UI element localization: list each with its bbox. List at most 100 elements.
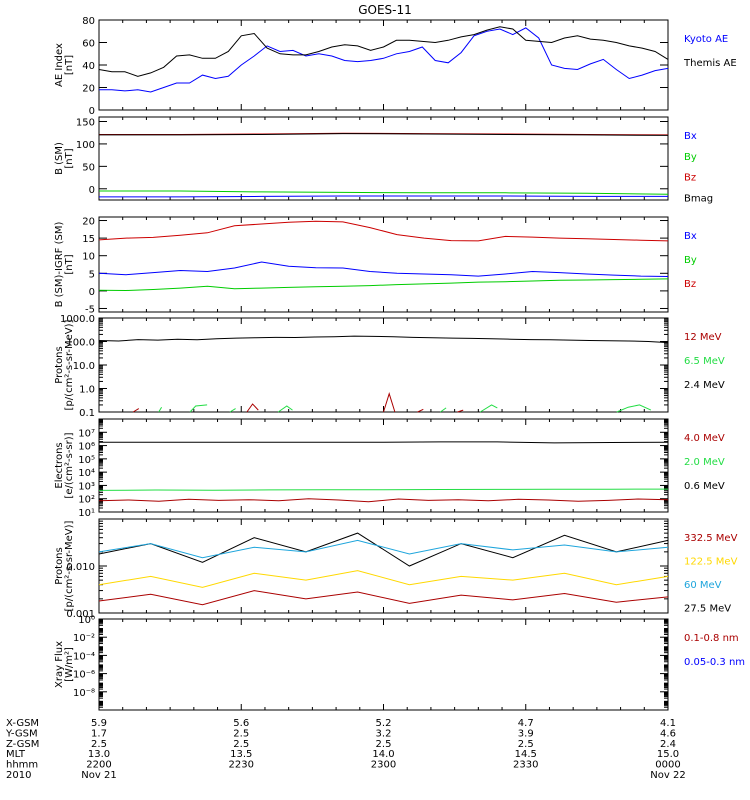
y-tick-label: 10⁻⁴ [73,651,95,662]
series-12-mev [417,408,424,413]
row-label-x-gsm: X-GSM [6,718,39,729]
y-tick-label: 0.1 [79,408,95,419]
x-axis-value: 2.5 [233,739,249,750]
y-axis-label: Electrons [54,442,65,488]
y-tick-label: 50 [82,162,95,173]
x-axis-value: 3.2 [376,728,392,739]
y-tick-label: 10.0 [73,361,95,372]
y-tick-label: 0.001 [66,609,95,620]
y-tick-label: 10¹ [78,508,95,519]
legend-27-5-mev: 27.5 MeV [684,604,731,615]
panel-xray: 10⁻⁸ 10⁻⁶ 10⁻⁴ 10⁻² 10⁰ Xray Flux [W/m²] 0.1-0.… [54,615,745,711]
panel-b-minus-igrf: -5 0 5 10 15 20 B (SM)-IGRF (SM) [nT] Bx By Bz [54,216,697,315]
row-label-2010: 2010 [6,770,31,781]
x-axis-value: 2.5 [376,739,392,750]
y-axis-label: [nT] [64,55,75,75]
x-axis-value: 2.5 [518,739,534,750]
x-axis-value: Nov 22 [650,770,685,781]
legend-0-1-0-8-nm: 0.1-0.8 nm [684,633,739,644]
y-tick-label: 0 [89,287,95,298]
panel-b-field: 0 50 100 150 B (SM) [nT] Bx By Bz Bmag [54,116,713,204]
y-tick-label: 10⁴ [78,468,95,479]
y-tick-label: 10⁻⁶ [73,670,95,681]
series-332-5-mev [98,590,669,606]
x-axis-value: 13.5 [230,749,252,760]
series-6-5-mev [616,404,652,413]
legend-2-4-mev: 2.4 MeV [684,380,725,391]
series-4-0-mev [98,498,669,503]
y-tick-label: 40 [82,61,95,72]
series-12-mev [457,409,464,413]
series-bmag [99,133,669,136]
legend-bx: Bx [684,231,697,242]
x-axis-value: 2.5 [91,739,107,750]
series-bx [99,195,668,198]
series-by [98,278,669,292]
x-axis-value: 13.0 [88,749,110,760]
y-tick-label: 10⁵ [78,455,95,466]
panel-frame [98,518,669,614]
x-axis-value: 5.2 [376,718,392,729]
series-122-5-mev [98,570,669,588]
y-tick-label: 1000.0 [60,314,95,325]
x-axis-value: 0000 [655,760,680,771]
y-axis-label: Protons [54,346,65,383]
x-axis-value: 14.5 [515,749,537,760]
legend-0-6-mev: 0.6 MeV [684,481,725,492]
y-axis-label: [e/(cm²-s-sr)] [64,432,75,498]
y-axis-label: [nT] [64,254,75,274]
y-tick-label: 100 [76,140,95,151]
panel-protons-low: 0.1 1.0 10.0 100.0 1000.0 Protons [p/(cm²-s-sr… [54,314,725,419]
x-axis-value: 2230 [229,760,254,771]
legend-2-0-mev: 2.0 MeV [684,457,725,468]
y-tick-label: 0.010 [66,562,95,573]
series-6-5-mev [158,406,163,413]
y-tick-label: 1.0 [79,385,95,396]
legend-60-mev: 60 MeV [684,580,722,591]
plot-title: GOES-11 [358,3,412,17]
y-tick-label: 10⁻⁸ [73,688,95,699]
panel-ae-index: 0 20 40 60 80 AE Index [nT] Kyoto AE Themis AE [54,16,737,117]
series-12-mev [383,392,396,413]
y-tick-label: 5 [89,269,95,280]
y-axis-label: [p/(cm²-s-sr-MeV)] [64,520,75,611]
legend-0-05-0-3-nm: 0.05-0.3 nm [684,657,745,668]
series-2-4-mev [98,335,669,344]
y-axis-label: Xray Flux [54,641,65,688]
legend-by: By [684,152,697,163]
y-axis-label: [W/m²] [64,647,75,682]
y-tick-label: 20 [82,217,95,228]
legend-bmag: Bmag [684,193,713,204]
series-12-mev [246,403,259,413]
legend-332-5-mev: 332.5 MeV [684,533,738,544]
y-tick-label: 10³ [78,481,95,492]
legend-12-mev: 12 MeV [684,332,722,343]
y-tick-label: -5 [85,304,95,315]
series-2-0-mev [98,488,669,491]
series-by [99,190,669,195]
panel-frame [98,19,669,111]
x-axis-labels: X-GSMY-GSMZ-GSMMLThhmm20105.91.72.513.02… [5,718,686,781]
x-axis-value: 4.1 [660,718,676,729]
y-axis-label: B (SM)-IGRF (SM) [54,222,65,308]
series-6-5-mev [229,408,236,413]
y-tick-label: 15 [82,234,95,245]
y-tick-label: 100.0 [66,338,95,349]
legend-122-5-mev: 122.5 MeV [684,557,738,568]
legend-bx: Bx [684,131,697,142]
y-tick-label: 10⁻² [73,633,95,644]
y-tick-label: 80 [82,16,95,27]
legend-kyoto-ae: Kyoto AE [684,34,728,45]
x-axis-value: 15.0 [657,749,679,760]
x-axis-value: 3.9 [518,728,534,739]
legend-6-5-mev: 6.5 MeV [684,356,725,367]
series-themis-ae [98,26,669,77]
row-label-y-gsm: Y-GSM [5,728,38,739]
legend-by: By [684,255,697,266]
series-kyoto-ae [99,27,669,93]
x-axis-value: 5.9 [91,718,107,729]
series-6-5-mev [440,407,447,413]
panel-frame [98,317,669,413]
